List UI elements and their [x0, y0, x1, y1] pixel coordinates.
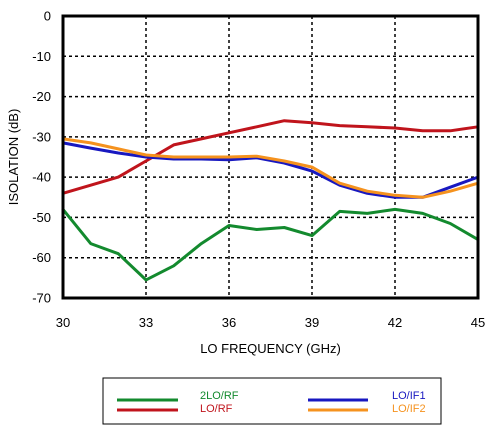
y-tick-label: -50 [32, 210, 51, 225]
y-tick-label: -70 [32, 291, 51, 306]
x-tick-label: 42 [388, 315, 402, 330]
x-axis-label: LO FREQUENCY (GHz) [200, 341, 341, 356]
y-tick-labels: 0 -10 -20 -30 -40 -50 -60 -70 [32, 9, 51, 306]
x-tick-label: 39 [305, 315, 319, 330]
x-tick-labels: 30 33 36 39 42 45 [56, 315, 485, 330]
series-line-lo-if2 [61, 137, 480, 199]
y-tick-label: 0 [44, 9, 51, 24]
y-tick-label: -40 [32, 170, 51, 185]
y-tick-label: -20 [32, 89, 51, 104]
series-line-lo-rf [61, 119, 480, 195]
legend-box [102, 377, 442, 425]
legend-label-lo-if1: LO/IF1 [392, 390, 426, 402]
plot-frame [61, 14, 480, 300]
x-tick-label: 30 [56, 315, 70, 330]
legend-label-lo-rf: LO/RF [200, 403, 233, 415]
y-tick-label: -10 [32, 49, 51, 64]
y-tick-label: -30 [32, 129, 51, 144]
y-axis-label: ISOLATION (dB) [6, 109, 21, 206]
legend-label-lo-if2: LO/IF2 [392, 403, 426, 415]
x-tick-label: 45 [471, 315, 485, 330]
series-line-2lo-rf [61, 207, 480, 282]
legend-label-2lo-rf: 2LO/RF [200, 390, 239, 402]
x-tick-label: 33 [139, 315, 153, 330]
x-tick-label: 36 [222, 315, 236, 330]
series-lines [61, 119, 480, 282]
y-tick-label: -60 [32, 250, 51, 265]
grid [63, 16, 478, 298]
